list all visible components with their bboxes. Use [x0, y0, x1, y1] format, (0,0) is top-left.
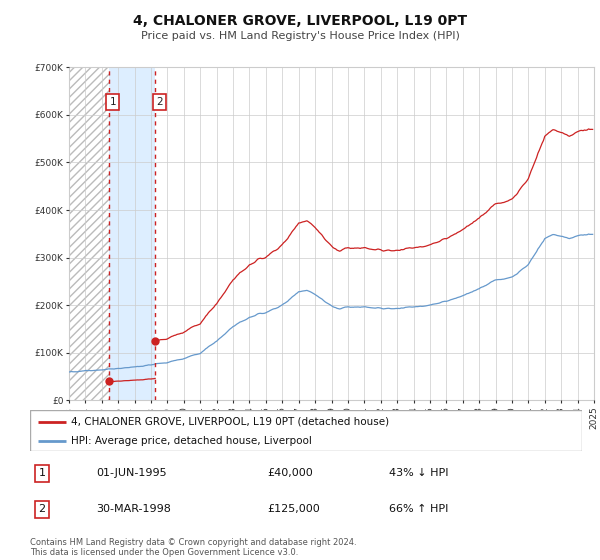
Text: 30-MAR-1998: 30-MAR-1998 [96, 504, 171, 514]
Text: 4, CHALONER GROVE, LIVERPOOL, L19 0PT: 4, CHALONER GROVE, LIVERPOOL, L19 0PT [133, 14, 467, 28]
Text: £125,000: £125,000 [268, 504, 320, 514]
Text: 1: 1 [109, 97, 116, 107]
Text: 2: 2 [38, 504, 46, 514]
Bar [69, 67, 109, 400]
FancyBboxPatch shape [30, 410, 582, 451]
Text: 2: 2 [156, 97, 163, 107]
Text: £40,000: £40,000 [268, 468, 313, 478]
Text: 66% ↑ HPI: 66% ↑ HPI [389, 504, 448, 514]
Text: HPI: Average price, detached house, Liverpool: HPI: Average price, detached house, Live… [71, 436, 312, 446]
Bar [109, 67, 155, 400]
Text: 01-JUN-1995: 01-JUN-1995 [96, 468, 167, 478]
Text: 4, CHALONER GROVE, LIVERPOOL, L19 0PT (detached house): 4, CHALONER GROVE, LIVERPOOL, L19 0PT (d… [71, 417, 389, 427]
Text: Price paid vs. HM Land Registry's House Price Index (HPI): Price paid vs. HM Land Registry's House … [140, 31, 460, 41]
Text: 43% ↓ HPI: 43% ↓ HPI [389, 468, 448, 478]
Text: 1: 1 [38, 468, 46, 478]
Text: Contains HM Land Registry data © Crown copyright and database right 2024.
This d: Contains HM Land Registry data © Crown c… [30, 538, 356, 557]
